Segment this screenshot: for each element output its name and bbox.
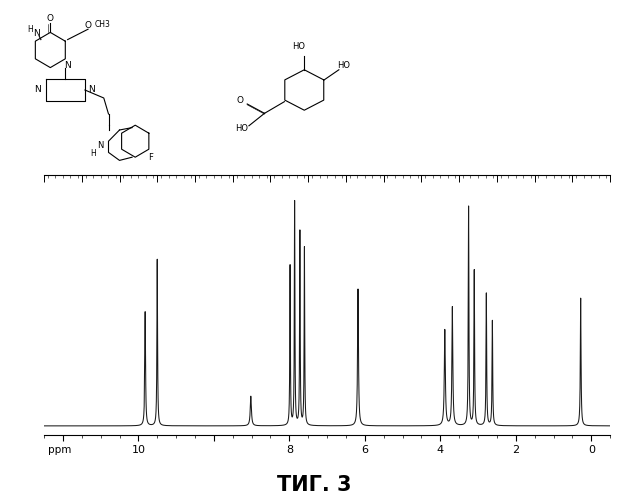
Text: N: N — [35, 86, 41, 94]
Text: H: H — [90, 150, 96, 158]
Text: N: N — [88, 86, 94, 94]
Text: ppm: ppm — [48, 446, 71, 456]
Text: N: N — [64, 62, 71, 70]
Text: O: O — [237, 96, 244, 106]
Text: F: F — [148, 152, 153, 162]
Text: ΤИГ. 3: ΤИГ. 3 — [277, 475, 352, 495]
Text: HO: HO — [235, 124, 248, 134]
Text: O: O — [85, 22, 92, 30]
Text: HO: HO — [292, 42, 306, 51]
Text: O: O — [47, 14, 54, 24]
Text: HO: HO — [337, 60, 350, 70]
Text: H: H — [27, 24, 33, 34]
Text: N: N — [33, 30, 40, 38]
Text: CH3: CH3 — [94, 20, 110, 29]
Text: N: N — [97, 142, 104, 150]
